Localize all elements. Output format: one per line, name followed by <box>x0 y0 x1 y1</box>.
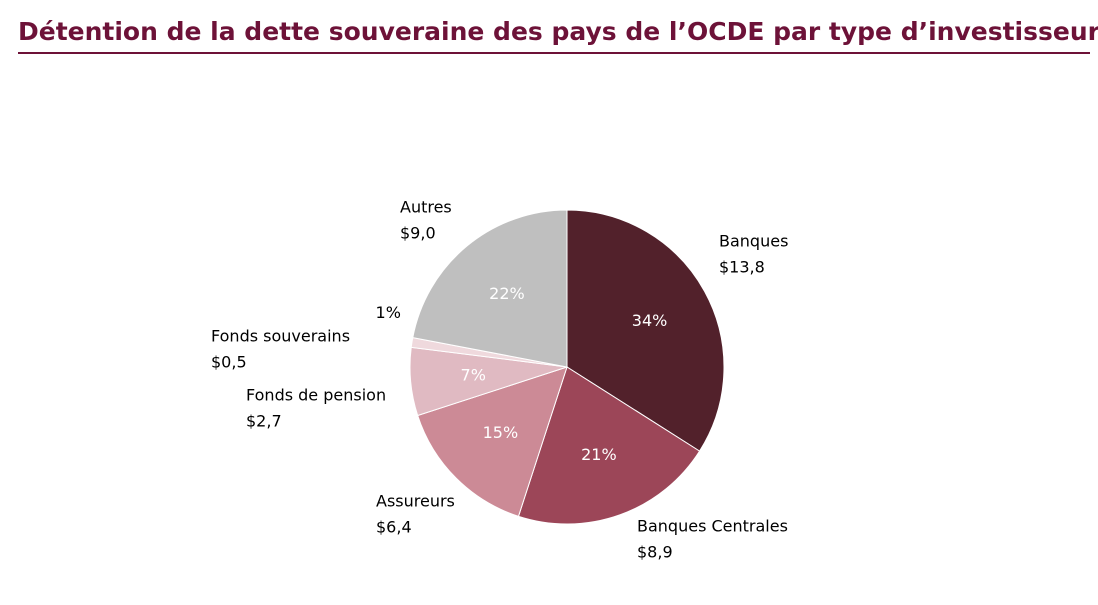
slice-amount: $8,9 <box>637 543 673 562</box>
slice-percent: 1% <box>376 303 401 322</box>
chart-title: Détention de la dette souveraine des pay… <box>18 17 1098 46</box>
slice-amount: $0,5 <box>211 353 247 372</box>
slice-category: Fonds souverains <box>211 327 350 346</box>
slice-amount: $9,0 <box>400 224 436 243</box>
slice-category: Assureurs <box>376 492 455 511</box>
pie-slice <box>417 366 568 517</box>
pie-slice <box>517 366 701 525</box>
slice-percent: 22% <box>489 284 525 303</box>
slice-percent: 7% <box>461 365 486 384</box>
slice-amount: $13,8 <box>719 258 765 277</box>
slice-amount: $2,7 <box>246 412 282 431</box>
pie-slice <box>412 209 568 368</box>
slice-percent: 34% <box>632 311 668 330</box>
slice-percent: 15% <box>483 423 519 442</box>
slice-amount: $6,4 <box>376 518 412 537</box>
slice-category: Banques Centrales <box>637 517 788 536</box>
pie-slice <box>566 209 725 452</box>
slice-category: Banques <box>719 232 788 251</box>
slice-category: Autres <box>400 198 452 217</box>
slice-percent: 21% <box>581 445 617 464</box>
slice-category: Fonds de pension <box>246 386 386 405</box>
